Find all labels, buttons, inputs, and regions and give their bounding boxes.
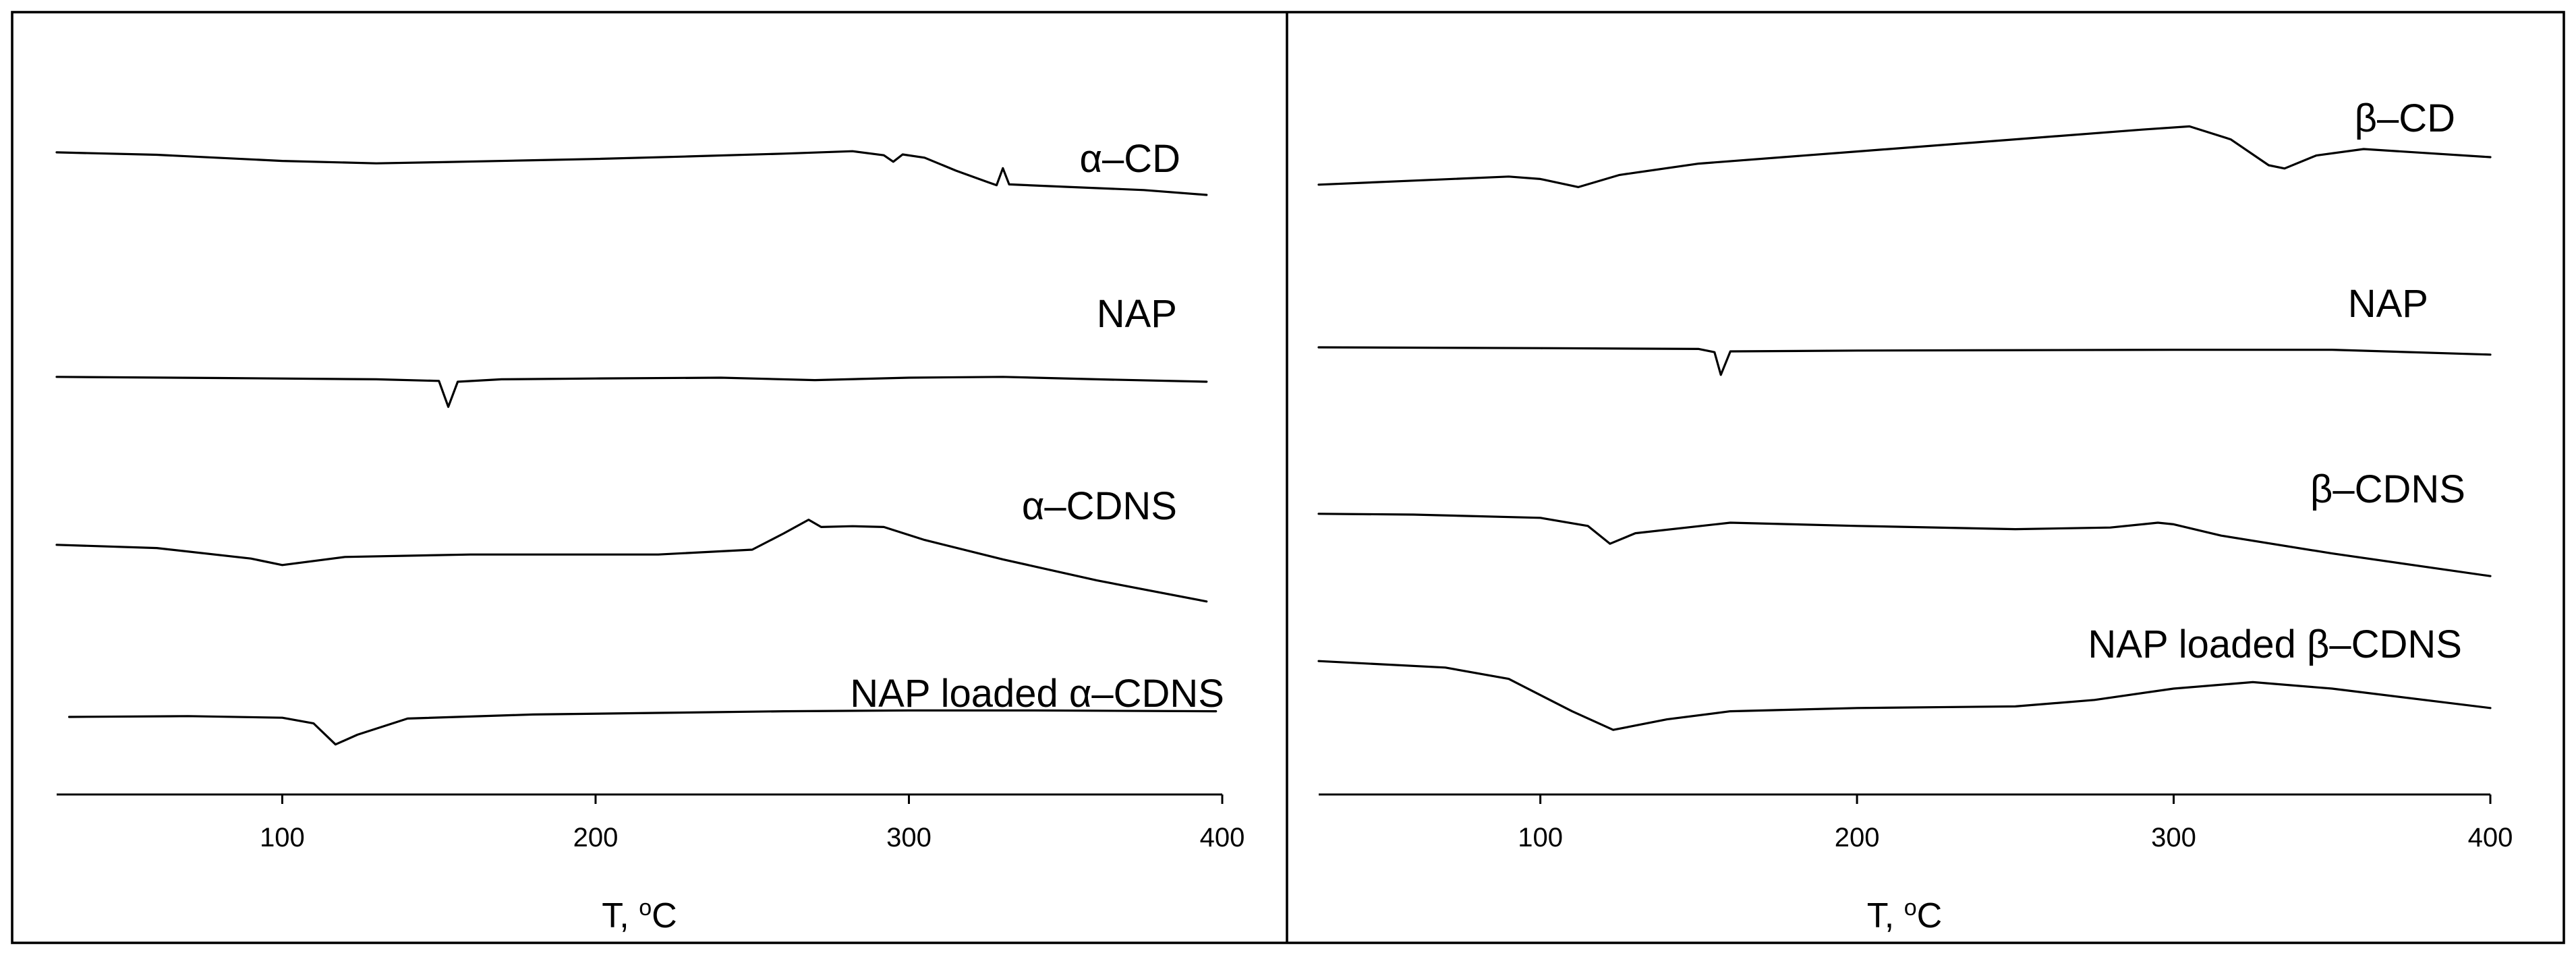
x-tick-label: 200 [1835, 823, 1880, 852]
x-axis-label-prefix: T, [1867, 896, 1904, 935]
x-axis-label-unit: C [652, 896, 677, 935]
curve-beta-cd [1317, 125, 2492, 188]
series-label-nap: NAP [1097, 292, 1177, 336]
x-tick-label: 300 [2151, 823, 2196, 852]
curve-beta-cdns [1317, 513, 2492, 577]
curve-nap [55, 376, 1208, 408]
x-axis-label-degree: o [1904, 895, 1917, 921]
series-label-alpha-cd: α–CD [1079, 137, 1180, 181]
curve-nap [1317, 346, 2492, 376]
curve-nap-loaded-beta-cdns [1317, 660, 2492, 731]
series-label-alpha-cdns: α–CDNS [1022, 484, 1177, 528]
x-axis-label: T, oC [1867, 895, 1942, 935]
series-label-beta-cdns: β–CDNS [2310, 467, 2465, 511]
series-label-beta-cd: β–CD [2355, 96, 2455, 140]
x-tick-label: 200 [573, 823, 619, 852]
x-tick-label: 100 [1518, 823, 1563, 852]
x-axis-label: T, oC [602, 895, 677, 935]
x-axis-label-degree: o [639, 895, 652, 921]
x-tick-label: 400 [2468, 823, 2513, 852]
x-tick-label: 300 [886, 823, 932, 852]
x-tick-label: 400 [1200, 823, 1245, 852]
x-tick-label: 100 [260, 823, 305, 852]
series-label-nap: NAP [2348, 282, 2428, 326]
x-axis-label-prefix: T, [602, 896, 639, 935]
series-label-nap-loaded-alpha-cdns: NAP loaded α–CDNS [850, 672, 1224, 716]
series-label-nap-loaded-beta-cdns: NAP loaded β–CDNS [2088, 623, 2462, 666]
x-axis-label-unit: C [1917, 896, 1943, 935]
curve-nap-loaded-alpha-cdns [68, 709, 1218, 746]
curve-alpha-cd [55, 150, 1208, 196]
curve-alpha-cdns [55, 519, 1208, 603]
